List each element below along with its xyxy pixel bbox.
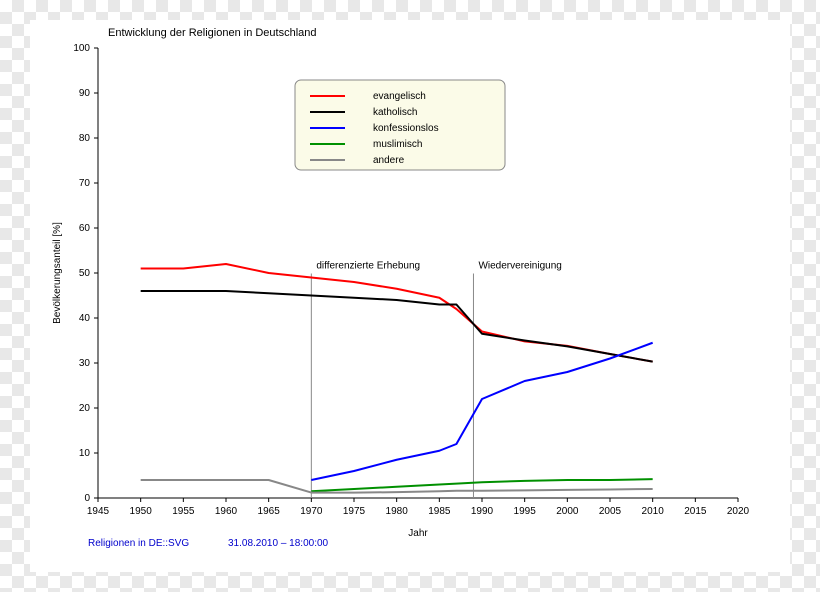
legend-label: andere [373,155,405,166]
legend-label: muslimisch [373,139,422,150]
y-tick-label: 100 [73,43,90,54]
reference-label: Wiedervereinigung [478,261,561,272]
y-tick-label: 50 [79,268,91,279]
chart-title: Entwicklung der Religionen in Deutschlan… [108,27,317,39]
legend-label: evangelisch [373,91,426,102]
footer-left: Religionen in DE::SVG [88,538,189,549]
x-tick-label: 1960 [215,506,238,517]
y-tick-label: 0 [84,493,90,504]
y-tick-label: 80 [79,133,91,144]
x-tick-label: 1985 [428,506,451,517]
x-tick-label: 1990 [471,506,494,517]
x-tick-label: 1995 [514,506,537,517]
x-tick-label: 1955 [172,506,195,517]
x-tick-label: 1975 [343,506,366,517]
x-axis-label: Jahr [408,528,428,539]
x-tick-label: 2005 [599,506,622,517]
x-tick-label: 2020 [727,506,750,517]
legend-label: katholisch [373,107,417,118]
x-tick-label: 1965 [258,506,281,517]
y-tick-label: 10 [79,448,91,459]
footer-right: 31.08.2010 – 18:00:00 [228,538,329,549]
legend-label: konfessionslos [373,123,439,134]
y-tick-label: 90 [79,88,91,99]
x-tick-label: 1945 [87,506,110,517]
x-tick-label: 2015 [684,506,707,517]
y-axis-label: Bevölkerungsanteil [%] [52,222,63,324]
x-tick-label: 1950 [130,506,153,517]
x-tick-label: 1980 [386,506,409,517]
y-tick-label: 30 [79,358,91,369]
religion-chart: Entwicklung der Religionen in Deutschlan… [0,0,820,592]
y-tick-label: 70 [79,178,91,189]
x-tick-label: 1970 [300,506,323,517]
reference-label: differenzierte Erhebung [316,261,420,272]
x-tick-label: 2010 [642,506,665,517]
y-tick-label: 20 [79,403,91,414]
x-tick-label: 2000 [556,506,579,517]
y-tick-label: 60 [79,223,91,234]
y-tick-label: 40 [79,313,91,324]
